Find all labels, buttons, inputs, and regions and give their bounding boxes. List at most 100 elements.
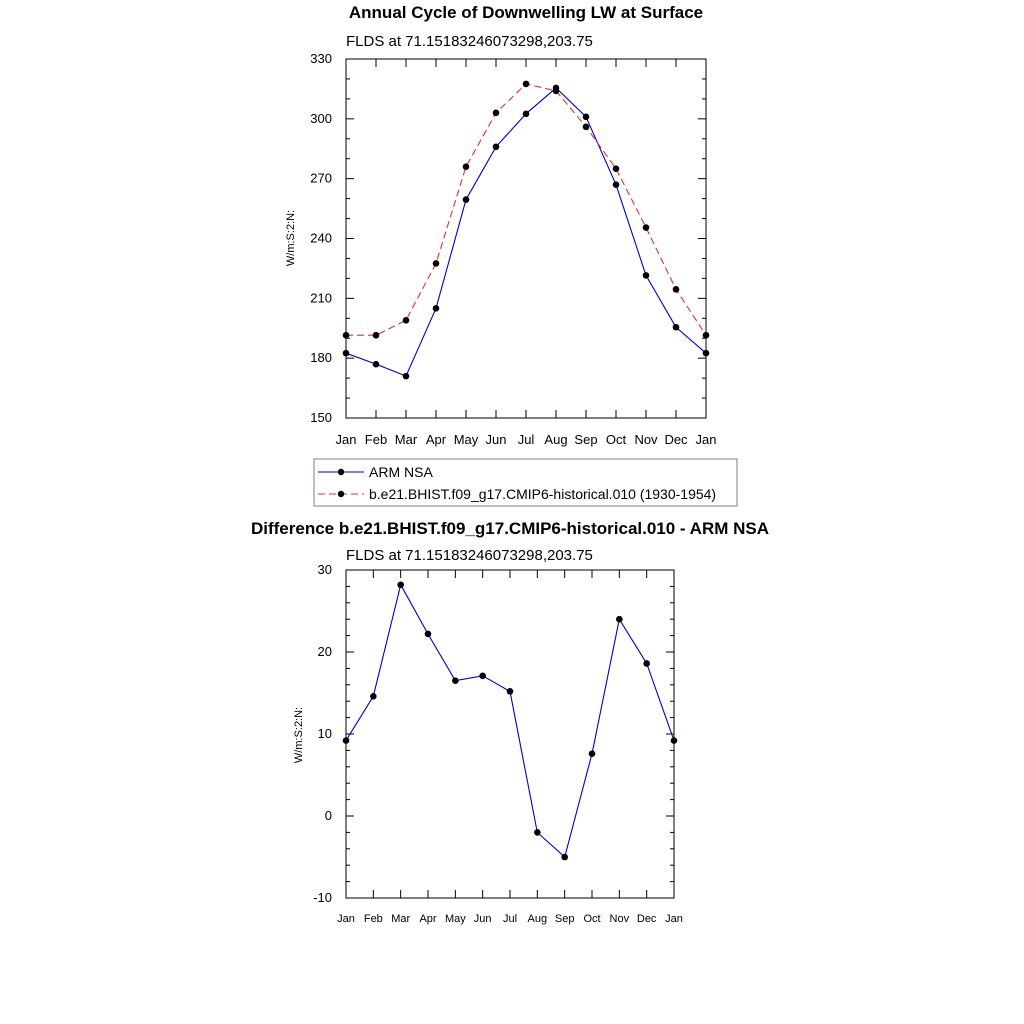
chart2-title: Difference b.e21.BHIST.f09_g17.CMIP6-his… <box>251 519 769 538</box>
chart2-xtick-label: May <box>445 913 466 925</box>
chart2-xtick-label: Mar <box>391 913 410 925</box>
chart1-xtick-label: Jan <box>696 432 717 447</box>
chart2-subtitle: FLDS at 71.15183246073298,203.75 <box>346 547 593 564</box>
chart2-point-s0-3 <box>424 630 432 638</box>
chart1-point-s0-8 <box>582 113 590 121</box>
chart2-xtick-label: Nov <box>610 913 630 925</box>
chart1-xtick-label: Jan <box>336 432 357 447</box>
chart1-point-s0-3 <box>432 305 440 312</box>
chart1-point-s1-5 <box>492 109 500 117</box>
chart1-ytick-label: 210 <box>310 290 332 305</box>
chart1-point-s0-12 <box>702 349 710 357</box>
chart1-axes: 150 180 210 240 270 300 330 Jan Feb Mar Apr May Jun J… <box>310 51 716 447</box>
legend-box <box>313 458 738 507</box>
chart2-point-s0-10 <box>616 615 623 623</box>
chart2-point-s0-2 <box>397 581 404 589</box>
chart1-point-s1-7 <box>552 87 560 95</box>
chart1-ytick-label: 300 <box>310 111 332 126</box>
chart1-point-s1-8 <box>582 123 590 131</box>
chart2-series-lines <box>345 583 675 859</box>
chart2-xtick-label: Dec <box>637 913 657 925</box>
chart1-point-s0-11 <box>672 323 680 331</box>
chart2-ytick-label: 10 <box>318 726 332 741</box>
chart1-xtick-label: Apr <box>426 432 447 447</box>
chart2-ytick-label: -10 <box>313 890 332 905</box>
chart2-plot-frame <box>345 569 675 899</box>
chart1-ytick-label: 180 <box>310 350 332 365</box>
chart1-point-s1-4 <box>462 163 470 170</box>
chart1-point-s0-1 <box>372 360 380 368</box>
chart1-point-s1-0 <box>342 331 350 339</box>
chart1-ytick-label: 270 <box>310 171 332 186</box>
chart1-point-s0-4 <box>462 196 470 203</box>
chart1-xtick-label: Jul <box>518 432 535 447</box>
chart1-y-axis-label: W/m:S:2:N: <box>285 210 297 266</box>
chart2-axes: -10 0 10 20 30 Jan Feb Mar Apr May Jun Jul Aug Sep Oct… <box>313 562 683 925</box>
chart1-xtick-label: Jun <box>486 432 507 447</box>
chart1-point-s0-10 <box>642 272 650 279</box>
chart1-series-lines <box>345 83 707 377</box>
chart1-point-s0-9 <box>612 181 620 188</box>
chart1-point-s1-6 <box>522 80 530 88</box>
chart1-point-s1-3 <box>432 260 440 267</box>
chart2-xtick-label: Sep <box>555 913 575 925</box>
chart1-ytick-label: 240 <box>310 231 332 246</box>
legend-label-model: b.e21.BHIST.f09_g17.CMIP6-historical.010… <box>369 486 716 502</box>
chart1-title: Annual Cycle of Downwelling LW at Surfac… <box>349 3 703 22</box>
chart1-xtick-label: Sep <box>574 432 597 447</box>
chart1-xtick-label: May <box>454 432 479 447</box>
chart2-markers <box>342 581 678 861</box>
chart1-point-s1-2 <box>402 316 410 324</box>
chart1-xtick-label: Aug <box>544 432 567 447</box>
chart2-xtick-label: Jul <box>503 913 517 925</box>
chart1-markers <box>342 80 710 380</box>
chart2-point-s0-7 <box>534 829 541 836</box>
chart1-point-s0-5 <box>492 143 500 151</box>
chart1-xtick-label: Nov <box>634 432 658 447</box>
chart1-point-s0-6 <box>522 110 530 118</box>
chart1-xtick-label: Mar <box>395 432 418 447</box>
legend: ARM NSA b.e21.BHIST.f09_g17.CMIP6-histor… <box>313 458 738 507</box>
legend-marker-model <box>337 490 345 498</box>
chart2-xtick-label: Jun <box>474 913 492 925</box>
chart2-ytick-label: 30 <box>318 562 332 577</box>
chart2-point-s0-0 <box>342 737 350 744</box>
chart1-xtick-label: Dec <box>664 432 688 447</box>
chart1-subtitle: FLDS at 71.15183246073298,203.75 <box>346 33 593 50</box>
chart1-ytick-label: 330 <box>310 51 332 66</box>
chart1-series-line-0 <box>345 87 707 377</box>
chart2-xtick-label: Apr <box>419 913 436 925</box>
chart2-point-s0-6 <box>506 688 514 695</box>
chart1-point-s1-10 <box>642 224 650 231</box>
legend-marker-arm-nsa <box>337 468 345 476</box>
chart2-series-line-0 <box>345 583 675 859</box>
chart2-ytick-label: 0 <box>325 808 332 823</box>
chart1-xtick-label: Feb <box>365 432 387 447</box>
chart2-xtick-label: Jan <box>665 913 683 925</box>
chart2-y-axis-label: W/m:S:2:N: <box>293 707 305 763</box>
chart1-point-s1-9 <box>612 165 620 172</box>
chart2-point-s0-4 <box>452 677 459 684</box>
chart1-point-s0-2 <box>402 372 410 380</box>
chart1-ytick-label: 150 <box>310 410 332 425</box>
chart1-point-s1-12 <box>702 331 710 339</box>
chart2-point-s0-11 <box>643 660 650 667</box>
chart2-point-s0-8 <box>561 853 568 861</box>
chart2-xtick-label: Feb <box>364 913 383 925</box>
chart2-ytick-label: 20 <box>318 644 332 659</box>
chart2-xtick-label: Jan <box>337 913 355 925</box>
chart2-point-s0-12 <box>670 737 678 744</box>
annual-cycle-chart: Annual Cycle of Downwelling LW at Surfac… <box>285 3 716 447</box>
chart1-point-s0-0 <box>342 349 350 357</box>
chart2-point-s0-1 <box>370 692 377 700</box>
chart2-xtick-label: Oct <box>583 913 600 925</box>
chart1-series-line-1 <box>346 83 707 336</box>
chart1-point-s1-1 <box>372 331 380 339</box>
chart1-point-s1-11 <box>672 286 680 293</box>
chart2-point-s0-5 <box>479 672 486 680</box>
legend-label-arm-nsa: ARM NSA <box>369 464 433 480</box>
chart1-xtick-label: Oct <box>606 432 627 447</box>
chart2-xtick-label: Aug <box>528 913 548 925</box>
chart2-point-s0-9 <box>588 750 596 757</box>
